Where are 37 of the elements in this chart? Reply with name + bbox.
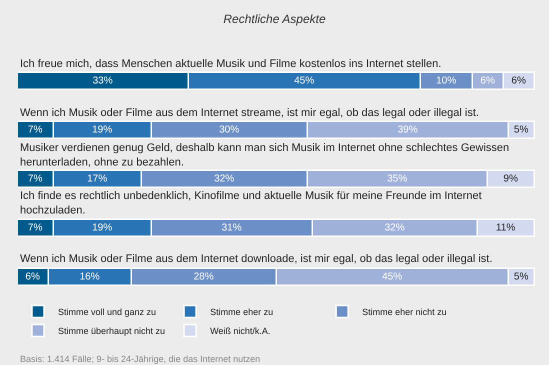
data-label: 6% bbox=[511, 76, 526, 86]
data-label: 17% bbox=[87, 174, 108, 184]
chart-title: Rechtliche Aspekte bbox=[223, 12, 326, 26]
data-label: 7% bbox=[28, 222, 42, 234]
data-label: 28% bbox=[194, 272, 214, 282]
data-label: 5% bbox=[514, 124, 528, 136]
data-label: 5% bbox=[514, 272, 528, 282]
data-label: 32% bbox=[214, 174, 234, 184]
data-label: 45% bbox=[382, 272, 402, 282]
data-label: 9% bbox=[503, 174, 518, 184]
legend-label: Stimme voll und ganz zu bbox=[58, 307, 156, 318]
y-tick-label: Wenn ich Musik oder Filme aus dem Internet streame, ist mir egal, ob das legal oder illegal ist. bbox=[20, 107, 479, 119]
data-label: 19% bbox=[92, 222, 112, 234]
data-label: 35% bbox=[387, 174, 408, 184]
data-label: 16% bbox=[80, 272, 100, 282]
y-tick-label: Wenn ich Musik oder Filme aus dem Internet downloade, ist mir egal, ob das legal oder illegal ist. bbox=[20, 253, 492, 265]
data-label: 7% bbox=[28, 174, 42, 184]
y-tick-label: Musiker verdienen genug Geld, deshalb kann man sich Musik im Internet ohne schlechtes Gewissen herunterladen, ohne zu bezahlen. bbox=[20, 142, 510, 168]
data-label: 31% bbox=[222, 222, 242, 234]
data-label: 10% bbox=[436, 76, 456, 86]
legend-label: Weiß nicht/k.A. bbox=[210, 326, 270, 336]
data-label: 6% bbox=[25, 272, 40, 282]
data-label: 19% bbox=[92, 124, 112, 136]
data-label: 11% bbox=[496, 222, 516, 234]
legend-label: Stimme eher zu bbox=[210, 307, 274, 318]
data-label: 32% bbox=[384, 222, 405, 234]
data-label: 33% bbox=[92, 76, 113, 86]
data-label: 6% bbox=[480, 76, 495, 86]
data-label: 39% bbox=[398, 124, 418, 136]
data-label: 30% bbox=[219, 124, 240, 136]
data-label: 45% bbox=[294, 76, 314, 86]
legend-label: Stimme überhaupt nicht zu bbox=[58, 326, 166, 336]
text: Basis: 1.414 Fälle; 9- bis 24-Jährige, die das Internet nutzen bbox=[20, 354, 260, 364]
y-tick-label: Ich finde es rechtlich unbedenklich, Kinofilme und aktuelle Musik für meine Freunde im Internet hochzuladen. bbox=[20, 190, 482, 216]
data-label: 7% bbox=[28, 124, 42, 136]
legend-label: Stimme eher nicht zu bbox=[362, 307, 447, 318]
y-tick-label: Ich freue mich, dass Menschen aktuelle Musik und Filme kostenlos ins Internet stellen. bbox=[20, 58, 442, 70]
